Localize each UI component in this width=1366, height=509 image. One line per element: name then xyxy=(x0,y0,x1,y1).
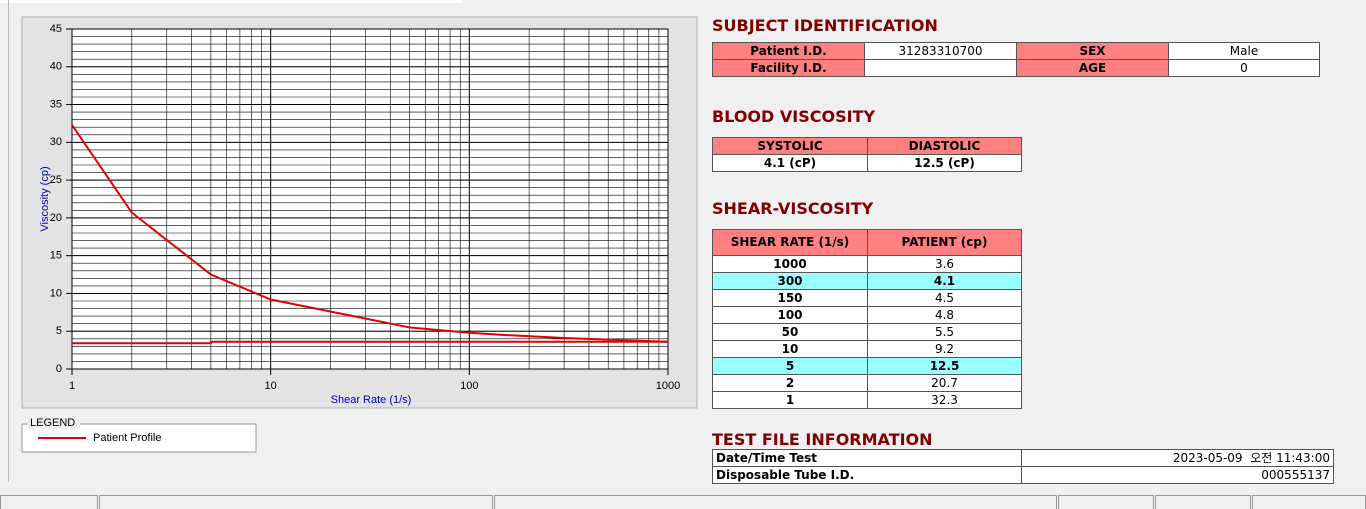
cell: DIASTOLIC xyxy=(867,137,1022,155)
y-tick-label: 20 xyxy=(50,212,62,224)
x-tick-label: 1000 xyxy=(656,380,680,392)
legend-title: LEGEND xyxy=(30,417,75,429)
y-tick-label: 40 xyxy=(50,61,62,73)
row: Patient I.D. 31283310700 SEX Male xyxy=(712,42,1320,60)
status-panel xyxy=(1155,495,1251,509)
x-axis-title: Shear Rate (1/s) xyxy=(331,394,412,406)
cell: 20.7 xyxy=(867,374,1022,392)
status-panel xyxy=(494,495,1057,509)
cell: 4.1 xyxy=(867,272,1022,290)
subject-table: Patient I.D. 31283310700 SEX Male Facility … xyxy=(712,42,1320,77)
row: 4.1 (cP) 12.5 (cP) xyxy=(712,154,1022,172)
cell xyxy=(864,59,1017,77)
status-panel xyxy=(99,495,493,509)
x-tick-label: 1 xyxy=(69,380,75,392)
row: Date/Time Test 2023-05-09 오전 11:43:00 xyxy=(712,449,1334,467)
status-panel xyxy=(1252,495,1366,509)
cell: 1 xyxy=(712,391,868,409)
legend-title-bg xyxy=(28,417,80,429)
y-tick-label: 25 xyxy=(50,174,62,186)
cell: 50 xyxy=(712,323,868,341)
plot-area xyxy=(71,28,669,370)
cell: SYSTOLIC xyxy=(712,137,868,155)
cell: 12.5 (cP) xyxy=(867,154,1022,172)
status-panel xyxy=(0,495,98,509)
cell: Disposable Tube I.D. xyxy=(712,466,1022,484)
cell: Male xyxy=(1168,42,1320,60)
row: SHEAR RATE (1/s) PATIENT (cp) xyxy=(712,229,1022,256)
row: 1000 3.6 xyxy=(712,255,1022,273)
x-tick-label: 100 xyxy=(460,380,478,392)
cell: 100 xyxy=(712,306,868,324)
shear-table: SHEAR RATE (1/s) PATIENT (cp) 1000 3.6 300 4… xyxy=(712,229,1022,409)
row: SYSTOLIC DIASTOLIC xyxy=(712,137,1022,155)
y-tick-label: 5 xyxy=(56,325,62,337)
cell: SHEAR RATE (1/s) xyxy=(712,229,868,256)
cell: 2 xyxy=(712,374,868,392)
cell: 150 xyxy=(712,289,868,307)
cell: 3.6 xyxy=(867,255,1022,273)
section-title: BLOOD VISCOSITY xyxy=(712,107,876,126)
row: 10 9.2 xyxy=(712,340,1022,358)
section-title: TEST FILE INFORMATION xyxy=(712,430,933,449)
top-strip xyxy=(0,0,462,3)
cell: 000555137 xyxy=(1021,466,1334,484)
x-tick-label: 10 xyxy=(265,380,277,392)
cell: 1000 xyxy=(712,255,868,273)
section-title: SUBJECT IDENTIFICATION xyxy=(712,16,938,35)
cell: PATIENT (cp) xyxy=(867,229,1022,256)
cell: 32.3 xyxy=(867,391,1022,409)
row: 100 4.8 xyxy=(712,306,1022,324)
y-tick-label: 35 xyxy=(50,98,62,110)
cell: AGE xyxy=(1016,59,1169,77)
cell: 5 xyxy=(712,357,868,375)
cell: Date/Time Test xyxy=(712,449,1022,467)
row: Disposable Tube I.D. 000555137 xyxy=(712,466,1334,484)
row: Facility I.D. AGE 0 xyxy=(712,59,1320,77)
chart: Shear Rate (1/s) Viscosity (cp) LEGEND 0… xyxy=(21,16,698,453)
cell: 0 xyxy=(1168,59,1320,77)
blood-table: SYSTOLIC DIASTOLIC 4.1 (cP) 12.5 (cP) xyxy=(712,137,1022,172)
cell: SEX xyxy=(1016,42,1169,60)
cell: Facility I.D. xyxy=(712,59,865,77)
row: 150 4.5 xyxy=(712,289,1022,307)
row: 2 20.7 xyxy=(712,374,1022,392)
cell: 2023-05-09 오전 11:43:00 xyxy=(1021,449,1334,467)
y-axis-title: Viscosity (cp) xyxy=(39,166,51,231)
row: 1 32.3 xyxy=(712,391,1022,409)
status-panel xyxy=(1058,495,1154,509)
row: 5 12.5 xyxy=(712,357,1022,375)
test-file-table: Date/Time Test 2023-05-09 오전 11:43:00 Dis… xyxy=(712,449,1334,484)
row: 50 5.5 xyxy=(712,323,1022,341)
y-tick-label: 15 xyxy=(50,250,62,262)
cell: Patient I.D. xyxy=(712,42,865,60)
cell: 4.5 xyxy=(867,289,1022,307)
y-tick-label: 10 xyxy=(50,287,62,299)
cell: 300 xyxy=(712,272,868,290)
cell: 4.1 (cP) xyxy=(712,154,868,172)
cell: 4.8 xyxy=(867,306,1022,324)
panel-edge xyxy=(8,0,9,482)
row: 300 4.1 xyxy=(712,272,1022,290)
y-tick-label: 30 xyxy=(50,136,62,148)
cell: 5.5 xyxy=(867,323,1022,341)
cell: 10 xyxy=(712,340,868,358)
data-line xyxy=(72,340,668,345)
data-line xyxy=(71,124,669,343)
cell: 31283310700 xyxy=(864,42,1017,60)
cell: 12.5 xyxy=(867,357,1022,375)
cell: 9.2 xyxy=(867,340,1022,358)
legend-label: Patient Profile xyxy=(93,432,161,444)
y-tick-label: 45 xyxy=(50,23,62,35)
section-title: SHEAR-VISCOSITY xyxy=(712,199,874,218)
y-tick-label: 0 xyxy=(56,363,62,375)
